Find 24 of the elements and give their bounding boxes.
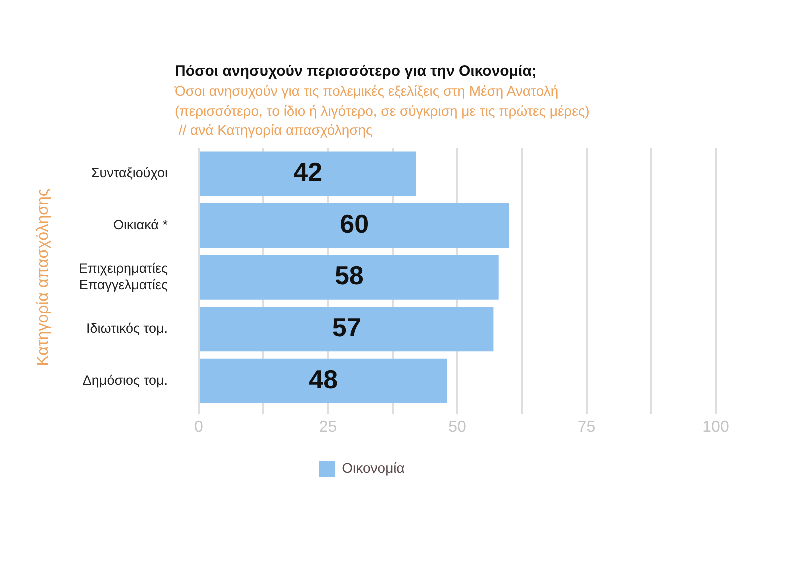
x-tick-label: 50 [448, 419, 466, 436]
chart-subtitle: Όσοι ανησυχούν για τις πολεμικές εξελίξεις στη Μέση Ανατολή (περισσότερο, το ίδιο ή λιγότερο, σε σύγκριση με τις πρώτες μέρες) // ανά Κατηγορία απασχόλησης [175, 82, 590, 140]
x-tick-label: 75 [578, 419, 596, 436]
data-label: 58 [334, 260, 364, 291]
y-tick-label: Επιχειρηματίες Επαγγελματίες [78, 261, 168, 292]
y-axis-title: Κατηγορία απασχόλησης [35, 188, 52, 366]
x-tick-label: 100 [702, 419, 730, 436]
data-label: 60 [340, 208, 370, 239]
bar [200, 255, 499, 300]
x-tick-label: 25 [319, 419, 338, 436]
y-tick-label: Δημόσιος τομ. [82, 372, 168, 388]
data-label: 42 [294, 157, 323, 188]
data-label: 57 [332, 312, 362, 342]
legend-label: Οικονομία [342, 460, 405, 476]
bar [200, 152, 416, 196]
y-tick-label: Συνταξιούχοι [91, 166, 168, 181]
chart-title: Πόσοι ανησυχούν περισσότερο για την Οικονομία; [175, 63, 537, 80]
y-tick-label: Οικιακά * [114, 217, 169, 232]
bar [200, 307, 494, 352]
bar [200, 358, 448, 404]
x-tick-label: 0 [194, 419, 204, 436]
y-tick-label: Ιδιωτικός τομ. [86, 321, 168, 336]
bar [200, 204, 510, 248]
data-label: 48 [309, 364, 338, 394]
